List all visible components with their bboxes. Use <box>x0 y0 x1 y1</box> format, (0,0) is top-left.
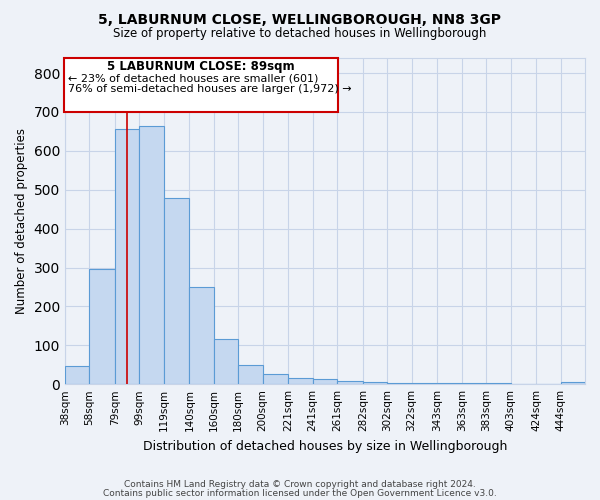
Bar <box>214 340 238 384</box>
Bar <box>437 383 461 384</box>
Bar <box>238 364 263 384</box>
FancyBboxPatch shape <box>64 58 338 112</box>
Bar <box>115 130 139 384</box>
Bar <box>337 382 363 384</box>
Y-axis label: Number of detached properties: Number of detached properties <box>15 128 28 314</box>
Text: Contains public sector information licensed under the Open Government Licence v3: Contains public sector information licen… <box>103 488 497 498</box>
Text: ← 23% of detached houses are smaller (601): ← 23% of detached houses are smaller (60… <box>68 73 319 83</box>
Bar <box>412 383 437 384</box>
Bar <box>313 379 337 384</box>
Bar <box>363 382 387 384</box>
Bar <box>89 270 115 384</box>
Text: 5, LABURNUM CLOSE, WELLINGBOROUGH, NN8 3GP: 5, LABURNUM CLOSE, WELLINGBOROUGH, NN8 3… <box>98 12 502 26</box>
Bar <box>139 126 164 384</box>
Bar <box>288 378 313 384</box>
Bar <box>190 287 214 384</box>
Text: Contains HM Land Registry data © Crown copyright and database right 2024.: Contains HM Land Registry data © Crown c… <box>124 480 476 489</box>
Bar <box>560 382 585 384</box>
Text: 5 LABURNUM CLOSE: 89sqm: 5 LABURNUM CLOSE: 89sqm <box>107 60 295 73</box>
Bar <box>387 382 412 384</box>
X-axis label: Distribution of detached houses by size in Wellingborough: Distribution of detached houses by size … <box>143 440 507 452</box>
Bar <box>65 366 89 384</box>
Bar <box>263 374 288 384</box>
Text: Size of property relative to detached houses in Wellingborough: Size of property relative to detached ho… <box>113 28 487 40</box>
Text: 76% of semi-detached houses are larger (1,972) →: 76% of semi-detached houses are larger (… <box>68 84 352 94</box>
Bar <box>164 198 190 384</box>
